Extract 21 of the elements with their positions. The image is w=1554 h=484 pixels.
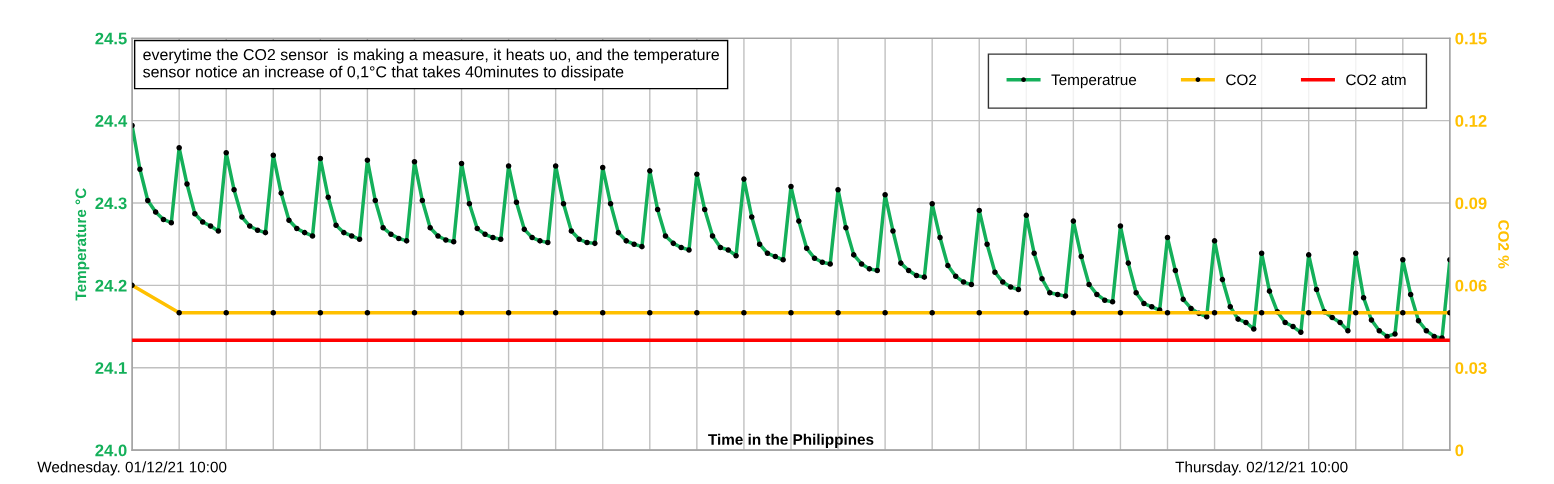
y2-tick-label: 0.03 — [1455, 362, 1487, 374]
y-tick-label: 24.4 — [95, 115, 128, 127]
annotation: everytime the CO2 sensor is making a measure, it heats uo, and the temperature sensor notice an increase of 0,1°C that takes 40minutes to dissipate — [143, 48, 719, 81]
y-tick-label: 24.1 — [95, 362, 127, 374]
legend-label: CO2 atm — [1346, 74, 1406, 86]
y2-tick-label: 0 — [1455, 444, 1464, 457]
y-tick-label: 24.5 — [95, 32, 127, 45]
y-axis-title: Temperature °C — [75, 188, 90, 301]
y-tick-label: 24.0 — [95, 444, 127, 457]
y2-tick-label: 0.06 — [1455, 279, 1487, 292]
y2-tick-label: 0.09 — [1455, 197, 1487, 210]
y2-axis-title: CO2 % — [1498, 220, 1509, 269]
y2-tick-label: 0.15 — [1455, 32, 1487, 45]
legend-label: CO2 — [1226, 74, 1257, 86]
x-tick-label: Thursday. 02/12/21 10:00 — [1175, 461, 1348, 476]
x-axis-title: Time in the Philippines — [708, 433, 874, 448]
y-tick-label: 24.3 — [95, 197, 127, 210]
legend-label: Temperatrue — [1051, 74, 1137, 89]
y-tick-label: 24.2 — [95, 279, 127, 292]
x-tick-label: Wednesday. 01/12/21 10:00 — [37, 461, 227, 476]
y2-tick-label: 0.12 — [1455, 115, 1487, 127]
